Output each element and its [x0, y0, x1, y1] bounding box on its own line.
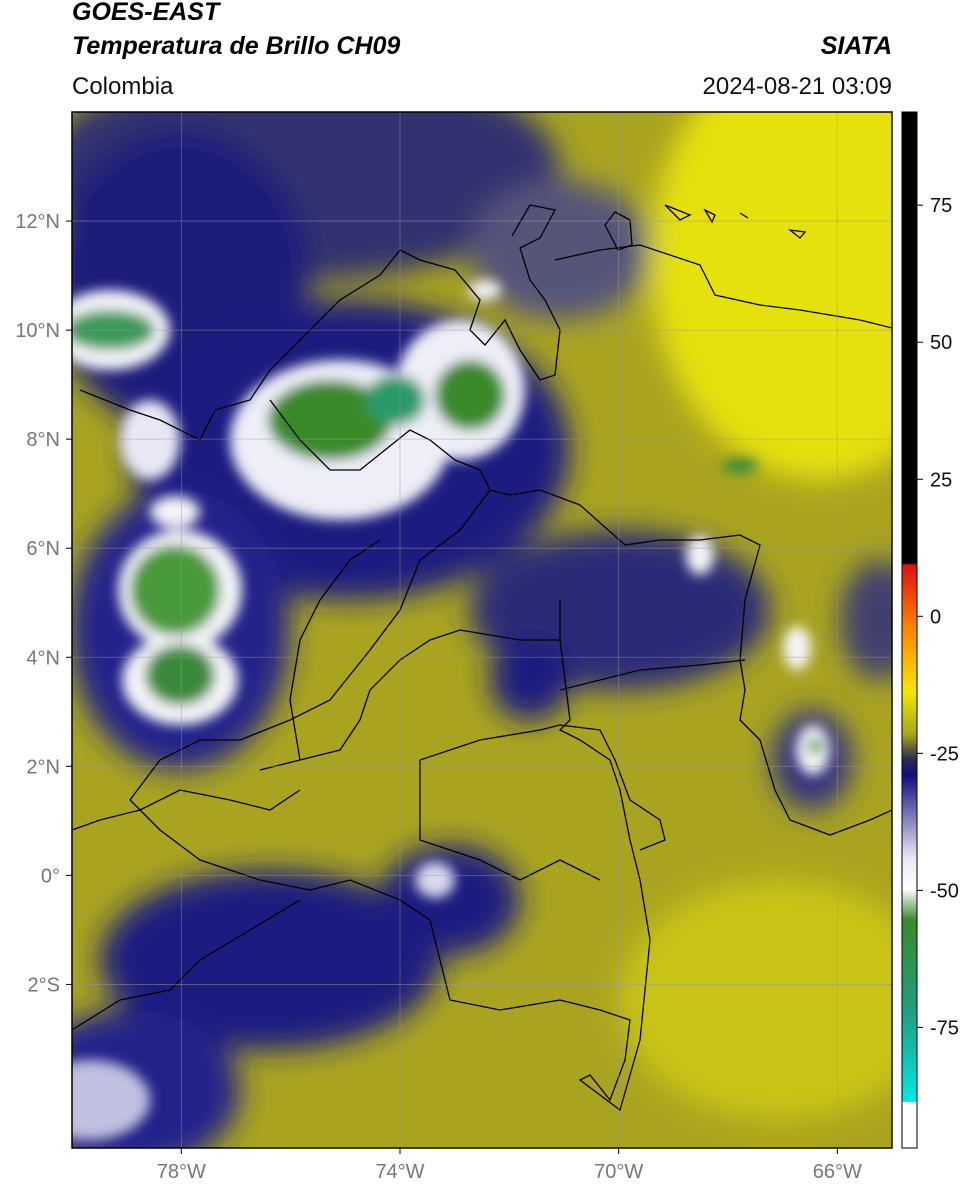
region-label: Colombia — [72, 73, 174, 100]
datetime-label: 2024-08-21 03:09 — [703, 73, 893, 100]
colorbar-tick-label: -25 — [930, 743, 959, 765]
colorbar-tick-label: 0 — [930, 606, 941, 628]
x-tick-label: 78°W — [157, 1161, 206, 1183]
y-tick-label: 8°N — [26, 429, 60, 451]
colorbar-tick-label: -50 — [930, 880, 959, 902]
map-frame — [71, 111, 893, 1149]
product-title: Temperatura de Brillo CH09 — [72, 32, 400, 60]
x-tick-label: 66°W — [813, 1161, 862, 1183]
y-tick-label: 4°N — [26, 647, 60, 669]
grid-layer — [72, 112, 892, 1148]
x-tick-label: 74°W — [375, 1161, 424, 1183]
y-tick-label: 0° — [41, 865, 60, 887]
y-tick-label: 12°N — [15, 211, 60, 233]
colorbar-tick-label: -75 — [930, 1017, 959, 1039]
y-tick-label: 2°N — [26, 756, 60, 778]
y-tick-label: 10°N — [15, 320, 60, 342]
colorbar-tick-label: 75 — [930, 195, 952, 217]
y-tick-label: 6°N — [26, 538, 60, 560]
colorbar — [901, 111, 918, 1149]
borders — [72, 204, 892, 1112]
colorbar-tick-label: 25 — [930, 469, 952, 491]
satellite-title: GOES-EAST — [72, 0, 222, 26]
colorbar-tick-label: 50 — [930, 332, 952, 354]
source-label: SIATA — [821, 32, 892, 60]
x-tick-label: 70°W — [594, 1161, 643, 1183]
satellite-image — [72, 112, 892, 1148]
y-tick-label: 2°S — [28, 974, 60, 996]
